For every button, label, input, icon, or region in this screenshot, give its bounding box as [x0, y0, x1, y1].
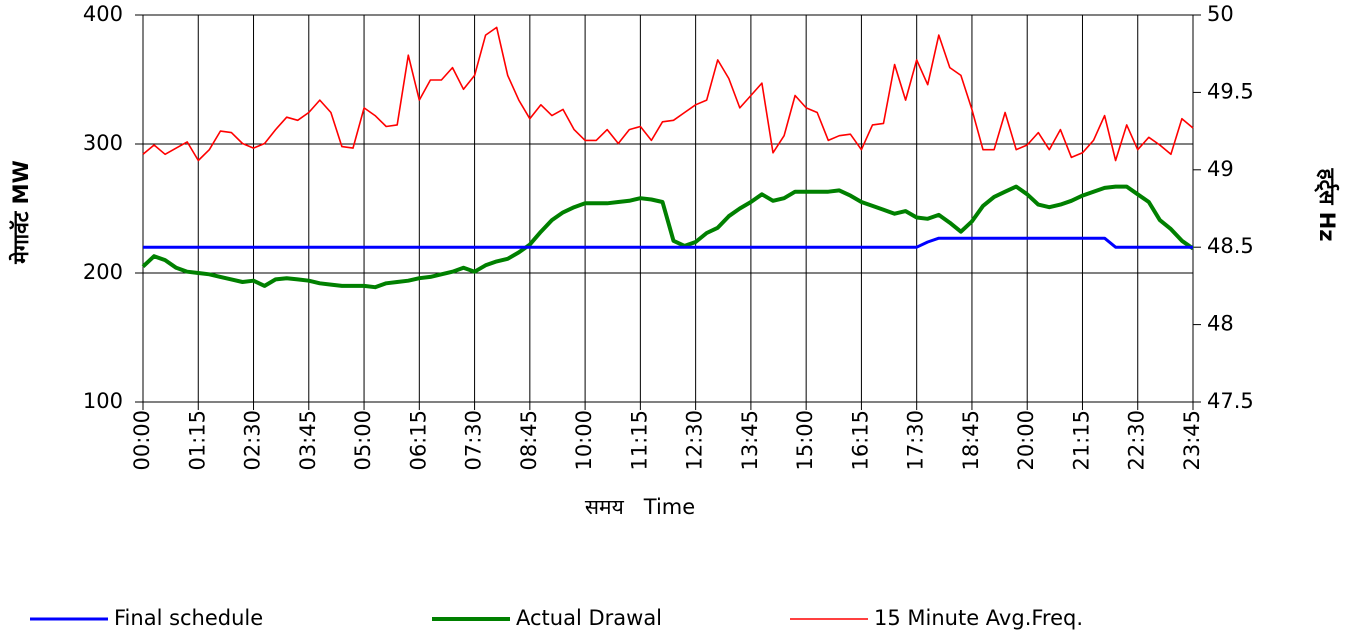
- y-axis-label: मेगावॅट MW: [8, 160, 33, 264]
- x-tick-label: 08:45: [517, 410, 541, 471]
- x-tick-label: 23:45: [1180, 410, 1204, 471]
- x-tick-label: 13:45: [738, 410, 762, 471]
- x-tick-label: 05:00: [351, 410, 375, 471]
- x-tick-label: 02:30: [241, 410, 265, 471]
- y2-axis-label: हर्ट्स Hz: [1314, 167, 1340, 241]
- legend-label: Actual Drawal: [516, 606, 662, 630]
- y2-tick-label: 48.5: [1207, 234, 1254, 258]
- y2-tick-label: 49.5: [1207, 79, 1254, 103]
- x-tick-label: 00:00: [130, 410, 154, 471]
- x-tick-label: 22:30: [1125, 410, 1149, 471]
- x-tick-label: 18:45: [959, 410, 983, 471]
- x-tick-label: 12:30: [683, 410, 707, 471]
- legend-label: 15 Minute Avg.Freq.: [874, 606, 1083, 630]
- x-tick-label: 11:15: [627, 410, 651, 471]
- plot-frame: [142, 14, 1194, 403]
- y2-tick-label: 47.5: [1207, 389, 1254, 413]
- x-tick-label: 01:15: [185, 410, 209, 471]
- x-tick-label: 17:30: [904, 410, 928, 471]
- y2-tick-label: 49: [1207, 157, 1234, 181]
- x-tick-label: 06:15: [406, 410, 430, 471]
- legend-label: Final schedule: [114, 606, 263, 630]
- x-axis-label: समय Time: [585, 495, 695, 519]
- y-tick-label: 300: [83, 131, 123, 155]
- y-tick-label: 200: [83, 260, 123, 284]
- series-line: [141, 184, 1195, 290]
- series-line: [142, 26, 1194, 162]
- x-tick-label: 07:30: [462, 410, 486, 471]
- y2-tick-label: 50: [1207, 2, 1234, 26]
- x-tick-label: 10:00: [572, 410, 596, 471]
- x-tick-label: 16:15: [848, 410, 872, 471]
- y2-tick-label: 48: [1207, 312, 1234, 336]
- y-tick-label: 100: [83, 389, 123, 413]
- y-tick-label: 400: [83, 2, 123, 26]
- x-tick-label: 15:00: [793, 410, 817, 471]
- x-tick-label: 20:00: [1014, 410, 1038, 471]
- x-tick-label: 21:15: [1069, 410, 1093, 471]
- x-tick-label: 03:45: [296, 410, 320, 471]
- series-line: [143, 236, 1193, 249]
